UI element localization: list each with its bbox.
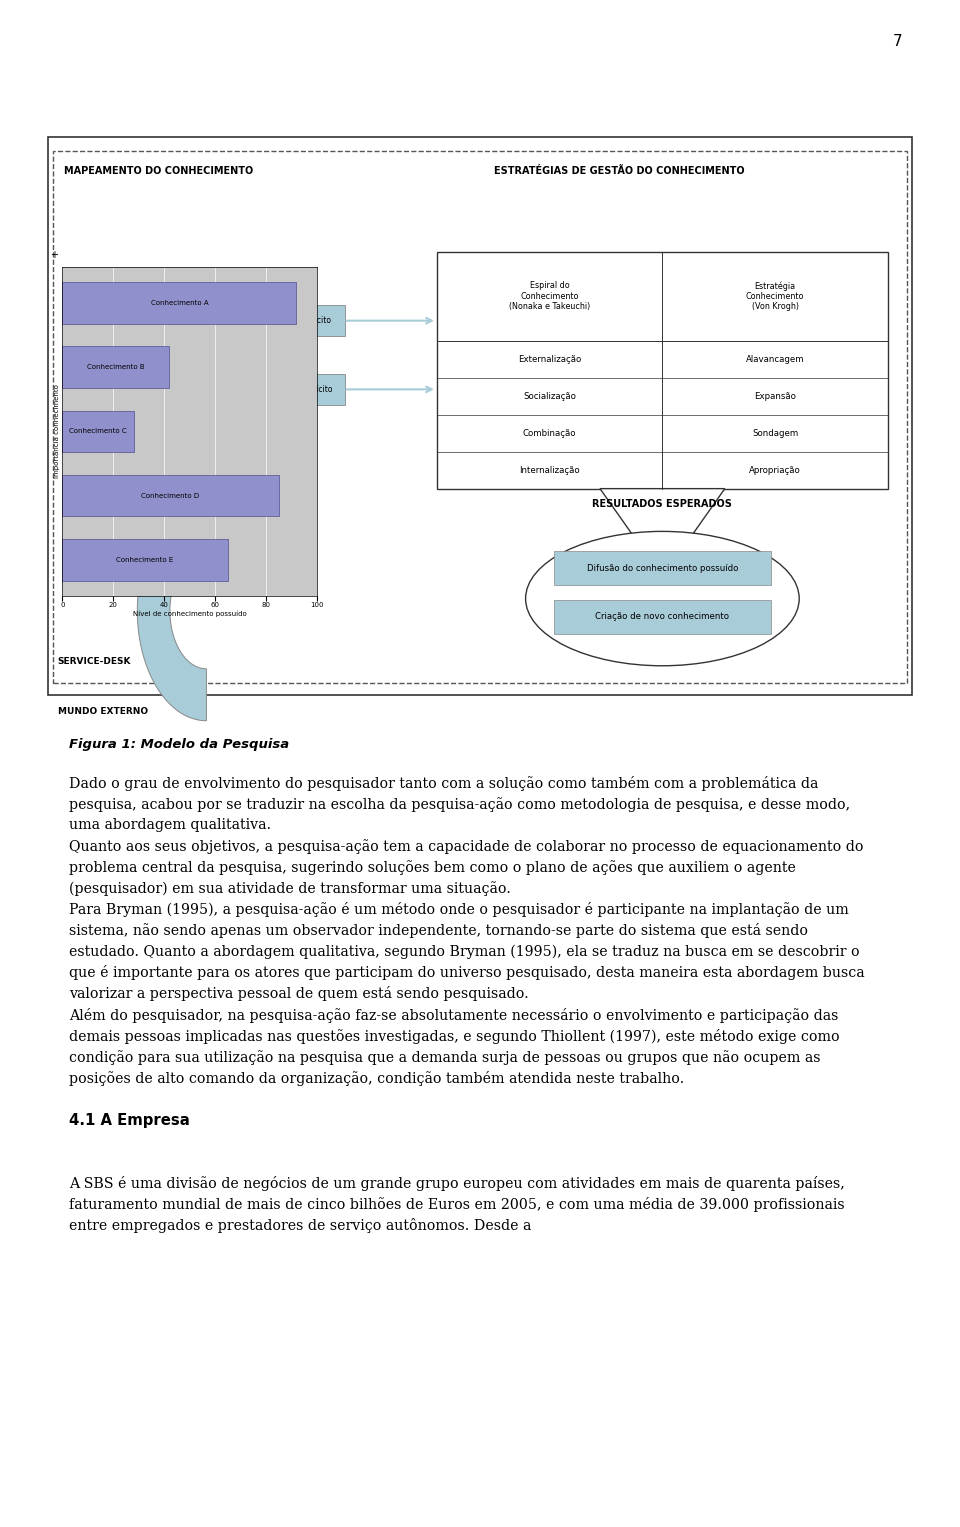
Text: que é importante para os atores que participam do universo pesquisado, desta man: que é importante para os atores que part…: [69, 965, 865, 980]
Text: 7: 7: [893, 34, 902, 49]
Text: 4.1 A Empresa: 4.1 A Empresa: [69, 1113, 190, 1128]
Text: tácito: tácito: [310, 316, 331, 325]
Bar: [62, 347, 169, 388]
Text: Figura 1: Modelo da Pesquisa: Figura 1: Modelo da Pesquisa: [69, 738, 289, 751]
Text: valorizar a perspectiva pessoal de quem está sendo pesquisado.: valorizar a perspectiva pessoal de quem …: [69, 986, 529, 1002]
Text: Quanto aos seus objetivos, a pesquisa-ação tem a capacidade de colaborar no proc: Quanto aos seus objetivos, a pesquisa-aç…: [69, 838, 864, 854]
Text: Estratégia
Conhecimento
(Von Krogh): Estratégia Conhecimento (Von Krogh): [746, 281, 804, 312]
Text: ESTRATÉGIAS DE GESTÃO DO CONHECIMENTO: ESTRATÉGIAS DE GESTÃO DO CONHECIMENTO: [493, 166, 745, 176]
Text: problema central da pesquisa, sugerindo soluções bem como o plano de ações que a: problema central da pesquisa, sugerindo …: [69, 860, 796, 875]
Text: Combinação: Combinação: [523, 429, 576, 438]
Polygon shape: [173, 458, 240, 501]
FancyArrowPatch shape: [347, 318, 432, 324]
Text: MUNDO EXTERNO: MUNDO EXTERNO: [58, 707, 148, 716]
FancyBboxPatch shape: [289, 374, 345, 405]
Polygon shape: [600, 489, 725, 577]
Text: Internalização: Internalização: [519, 466, 580, 475]
Text: Conhecimento E: Conhecimento E: [116, 557, 174, 563]
Bar: [62, 539, 228, 580]
Bar: [48, 137, 912, 695]
Text: Conhecimento D: Conhecimento D: [141, 493, 200, 498]
Text: estudado. Quanto a abordagem qualitativa, segundo Bryman (1995), ela se traduz n: estudado. Quanto a abordagem qualitativa…: [69, 944, 860, 959]
Text: A SBS é uma divisão de negócios de um grande grupo europeu com atividades em mai: A SBS é uma divisão de negócios de um gr…: [69, 1176, 845, 1191]
Text: uma abordagem qualitativa.: uma abordagem qualitativa.: [69, 818, 272, 832]
Text: Conhecimento C: Conhecimento C: [69, 429, 127, 434]
Polygon shape: [137, 501, 206, 721]
Text: Conhecimento A: Conhecimento A: [151, 299, 208, 305]
Text: Externalização: Externalização: [518, 354, 581, 363]
Y-axis label: Importância conhecimento: Importância conhecimento: [53, 385, 60, 478]
Bar: [437, 252, 888, 489]
Bar: [62, 411, 133, 452]
Text: Difusão do conhecimento possuído: Difusão do conhecimento possuído: [587, 563, 738, 573]
Text: Dado o grau de envolvimento do pesquisador tanto com a solução como também com a: Dado o grau de envolvimento do pesquisad…: [69, 776, 819, 791]
Text: SERVICE-DESK: SERVICE-DESK: [58, 657, 132, 666]
Text: Conhecimento B: Conhecimento B: [87, 365, 145, 370]
Bar: [62, 475, 278, 516]
Text: posições de alto comando da organização, condição também atendida neste trabalho: posições de alto comando da organização,…: [69, 1070, 684, 1086]
Text: +: +: [50, 249, 58, 260]
Bar: [62, 282, 297, 324]
Text: Sondagem: Sondagem: [752, 429, 799, 438]
FancyBboxPatch shape: [297, 305, 345, 336]
FancyBboxPatch shape: [554, 600, 771, 634]
Bar: [53, 151, 907, 683]
Text: demais pessoas implicadas nas questões investigadas, e segundo Thiollent (1997),: demais pessoas implicadas nas questões i…: [69, 1029, 840, 1043]
Text: Espiral do
Conhecimento
(Nonaka e Takeuchi): Espiral do Conhecimento (Nonaka e Takeuc…: [509, 281, 590, 312]
Text: Alavancagem: Alavancagem: [746, 354, 804, 363]
Text: Expansão: Expansão: [755, 391, 796, 400]
FancyBboxPatch shape: [554, 551, 771, 585]
Text: condição para sua utilização na pesquisa que a demanda surja de pessoas ou grupo: condição para sua utilização na pesquisa…: [69, 1049, 821, 1064]
Text: pesquisa, acabou por se traduzir na escolha da pesquisa-ação como metodologia de: pesquisa, acabou por se traduzir na esco…: [69, 797, 851, 812]
Ellipse shape: [526, 531, 799, 666]
Text: (pesquisador) em sua atividade de transformar uma situação.: (pesquisador) em sua atividade de transf…: [69, 881, 511, 896]
Text: faturamento mundial de mais de cinco bilhões de Euros em 2005, e com uma média d: faturamento mundial de mais de cinco bil…: [69, 1197, 845, 1212]
Text: Para Bryman (1995), a pesquisa-ação é um método onde o pesquisador é participant: Para Bryman (1995), a pesquisa-ação é um…: [69, 902, 849, 918]
Text: MAPEAMENTO DO CONHECIMENTO: MAPEAMENTO DO CONHECIMENTO: [63, 166, 253, 176]
Text: sistema, não sendo apenas um observador independente, tornando-se parte do siste: sistema, não sendo apenas um observador …: [69, 924, 808, 938]
Text: entre empregados e prestadores de serviço autônomos. Desde a: entre empregados e prestadores de serviç…: [69, 1219, 532, 1234]
X-axis label: Nível de conhecimento possuído: Nível de conhecimento possuído: [132, 611, 247, 617]
Text: Além do pesquisador, na pesquisa-ação faz-se absolutamente necessário o envolvim: Além do pesquisador, na pesquisa-ação fa…: [69, 1008, 838, 1023]
Text: Criação de novo conhecimento: Criação de novo conhecimento: [595, 612, 730, 621]
FancyArrowPatch shape: [347, 386, 432, 392]
Text: Apropriação: Apropriação: [750, 466, 801, 475]
Text: RESULTADOS ESPERADOS: RESULTADOS ESPERADOS: [592, 499, 732, 508]
Text: explícito: explícito: [300, 385, 333, 394]
Text: Socialização: Socialização: [523, 391, 576, 400]
